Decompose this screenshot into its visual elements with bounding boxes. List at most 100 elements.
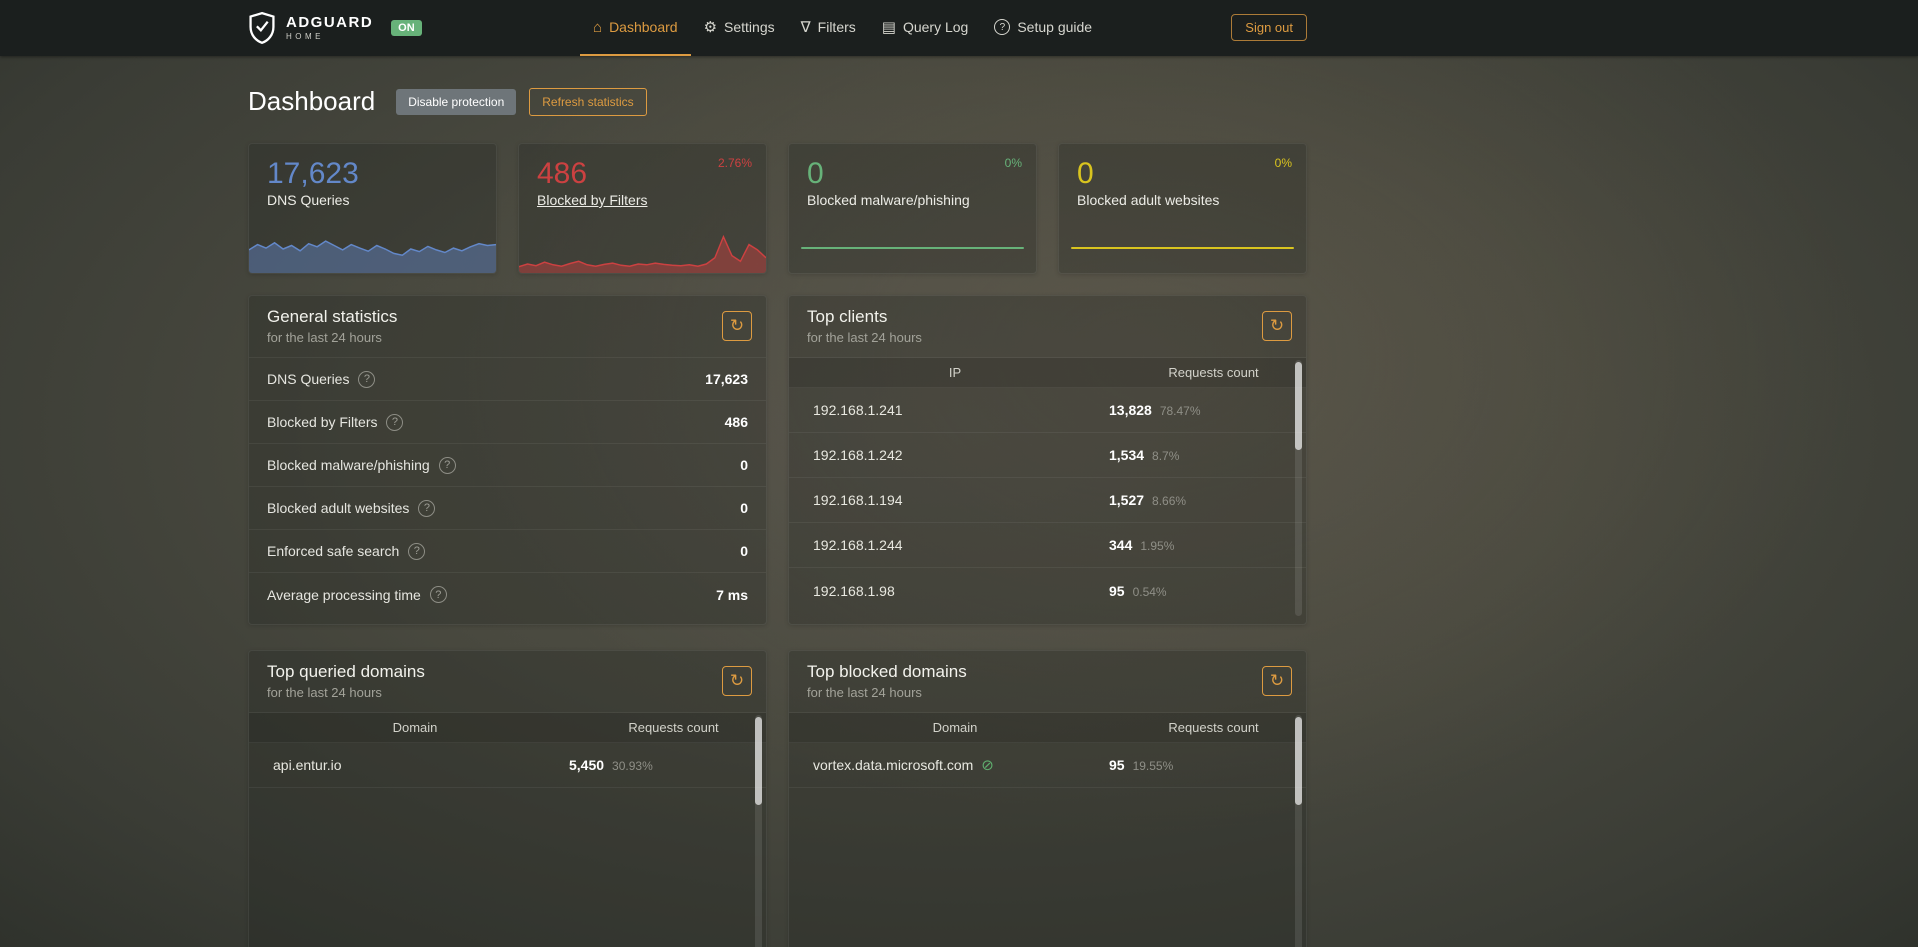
top-blocked-domains-panel: Top blocked domains for the last 24 hour…: [788, 650, 1307, 947]
stat-row: Blocked malware/phishing? 0: [249, 444, 766, 487]
request-percent: 8.7%: [1152, 449, 1180, 463]
request-percent: 1.95%: [1140, 539, 1175, 553]
blocked-adult-label: Blocked adult websites: [1077, 192, 1220, 208]
request-count: 344: [1109, 537, 1133, 553]
blocked-adult-value: 0: [1077, 157, 1094, 190]
top-navigation-bar: ADGUARD HOME ON ⌂ Dashboard ⚙ Settings ∇…: [0, 0, 1918, 56]
client-ip-link[interactable]: 192.168.1.242: [813, 447, 903, 463]
brand-name: ADGUARD: [286, 14, 374, 31]
table-row: api.entur.io 5,450 30.93%: [249, 743, 766, 788]
sign-out-button[interactable]: Sign out: [1231, 14, 1307, 41]
panel-subtitle: for the last 24 hours: [807, 685, 922, 700]
client-ip-link[interactable]: 192.168.1.241: [813, 402, 903, 418]
table-header: Domain Requests count: [249, 713, 766, 743]
client-ip-link[interactable]: 192.168.1.98: [813, 582, 895, 599]
help-icon[interactable]: ?: [429, 586, 447, 603]
request-percent: 30.93%: [612, 759, 653, 773]
blocked-adult-flatline: [1071, 247, 1294, 249]
stat-row-label: Average processing time: [267, 586, 421, 603]
scrollbar-track: [1295, 715, 1302, 947]
blocked-filters-value: 486: [537, 157, 588, 190]
top-queried-domains-panel: Top queried domains for the last 24 hour…: [248, 650, 767, 947]
request-percent: 78.47%: [1159, 404, 1201, 418]
middle-panels-row: General statistics for the last 24 hours…: [248, 295, 1307, 625]
blocked-filters-card: 486 Blocked by Filters 2.76%: [518, 143, 767, 274]
column-header-ip: IP: [948, 365, 962, 380]
nav-item-settings[interactable]: ⚙ Settings: [691, 0, 788, 56]
stat-row: Average processing time? 7 ms: [249, 573, 766, 616]
question-circle-icon: ?: [994, 19, 1011, 35]
nav-item-dashboard[interactable]: ⌂ Dashboard: [580, 0, 691, 56]
stat-row: Enforced safe search? 0: [249, 530, 766, 573]
dns-queries-card: 17,623 DNS Queries: [248, 143, 497, 274]
request-count: 95: [1109, 582, 1125, 599]
table-row: 192.168.1.241 13,828 78.47%: [789, 388, 1306, 433]
nav-item-filters[interactable]: ∇ Filters: [788, 0, 869, 56]
column-header-requests: Requests count: [1168, 720, 1259, 735]
blocked-filters-sparkline: [519, 234, 766, 273]
column-header-requests: Requests count: [628, 720, 719, 735]
nav-item-setup-guide[interactable]: ? Setup guide: [981, 0, 1105, 56]
brand-subtitle: HOME: [286, 32, 324, 41]
help-icon[interactable]: ?: [408, 542, 426, 560]
unblock-icon[interactable]: ⊘: [981, 757, 994, 774]
refresh-statistics-button[interactable]: Refresh statistics: [529, 87, 647, 116]
panel-title: Top blocked domains: [807, 662, 967, 681]
stat-row-label: Enforced safe search: [267, 543, 400, 559]
stat-row-label: Blocked adult websites: [267, 500, 410, 516]
request-percent: 19.55%: [1132, 759, 1174, 773]
blocked-filters-link[interactable]: Blocked by Filters: [537, 192, 648, 208]
blocked-adult-card: 0 Blocked adult websites 0%: [1058, 143, 1307, 274]
top-clients-panel: Top clients for the last 24 hours ↻ IP R…: [788, 295, 1307, 625]
scrollbar-thumb[interactable]: [1295, 717, 1302, 805]
domain-link[interactable]: api.entur.io: [273, 757, 342, 773]
column-header-domain: Domain: [932, 720, 978, 735]
document-icon: ▤: [881, 18, 896, 36]
stat-row-value: 486: [724, 414, 748, 430]
panel-title: General statistics: [267, 307, 398, 326]
client-ip-link[interactable]: 192.168.1.194: [813, 492, 903, 508]
disable-protection-button[interactable]: Disable protection: [396, 88, 517, 115]
request-count: 1,534: [1109, 447, 1145, 463]
blocked-malware-label: Blocked malware/phishing: [807, 192, 970, 208]
refresh-icon[interactable]: ↻: [722, 311, 752, 341]
client-ip-link[interactable]: 192.168.1.244: [813, 537, 903, 553]
request-count: 13,828: [1109, 402, 1152, 418]
help-icon[interactable]: ?: [358, 370, 376, 388]
nav-label: Setup guide: [1017, 19, 1093, 35]
blocked-filters-percent: 2.76%: [717, 156, 752, 170]
table-row: 192.168.1.244 344 1.95%: [789, 523, 1306, 568]
adguard-brand: ADGUARD HOME ON: [248, 12, 422, 44]
request-count: 95: [1109, 757, 1125, 773]
nav-item-query-log[interactable]: ▤ Query Log: [869, 0, 982, 56]
funnel-icon: ∇: [800, 18, 811, 36]
nav-label: Dashboard: [609, 19, 678, 35]
stat-row-value: 0: [740, 500, 748, 516]
bottom-panels-row: Top queried domains for the last 24 hour…: [248, 650, 1307, 947]
general-statistics-panel: General statistics for the last 24 hours…: [248, 295, 767, 625]
dashboard-page: Dashboard Disable protection Refresh sta…: [248, 86, 1307, 947]
domain-link[interactable]: vortex.data.microsoft.com: [813, 757, 974, 773]
refresh-icon[interactable]: ↻: [722, 666, 752, 696]
help-icon[interactable]: ?: [438, 456, 456, 474]
scrollbar-thumb[interactable]: [755, 717, 762, 805]
request-count: 5,450: [569, 757, 605, 773]
table-row: 192.168.1.194 1,527 8.66%: [789, 478, 1306, 523]
refresh-icon[interactable]: ↻: [1262, 666, 1292, 696]
blocked-malware-flatline: [801, 247, 1024, 249]
nav-label: Filters: [817, 19, 856, 35]
dns-queries-sparkline: [249, 240, 496, 273]
stat-row-value: 7 ms: [716, 586, 748, 603]
stat-row-value: 0: [740, 457, 748, 473]
refresh-icon[interactable]: ↻: [1262, 311, 1292, 341]
main-nav: ⌂ Dashboard ⚙ Settings ∇ Filters ▤ Query…: [580, 0, 1105, 56]
stat-row-label: Blocked by Filters: [267, 414, 378, 430]
stat-row: Blocked adult websites? 0: [249, 487, 766, 530]
scrollbar-track: [755, 715, 762, 947]
table-header: IP Requests count: [789, 358, 1306, 388]
help-icon[interactable]: ?: [418, 499, 436, 517]
help-icon[interactable]: ?: [386, 413, 404, 431]
scrollbar-thumb[interactable]: [1295, 362, 1302, 450]
page-title: Dashboard: [248, 86, 376, 116]
home-icon: ⌂: [593, 18, 603, 36]
